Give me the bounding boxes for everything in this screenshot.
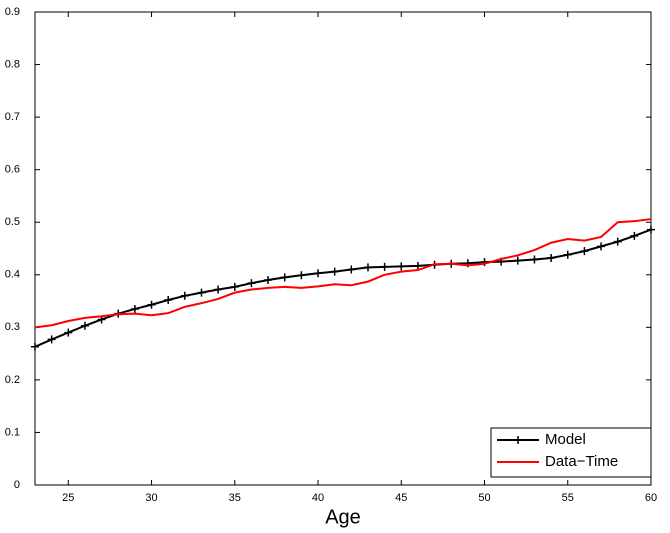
point-marker <box>597 242 606 251</box>
point-marker <box>247 279 256 288</box>
point-marker <box>380 262 389 271</box>
legend-label: Model <box>545 431 586 448</box>
point-marker <box>347 265 356 274</box>
point-marker <box>197 288 206 297</box>
x-tick-label: 30 <box>145 492 157 504</box>
point-marker <box>80 321 89 330</box>
x-tick-label: 55 <box>562 492 574 504</box>
point-marker <box>64 328 73 337</box>
point-marker <box>214 285 223 294</box>
legend-marker <box>514 436 522 444</box>
y-tick-label: 0.2 <box>5 374 20 386</box>
point-marker <box>580 247 589 256</box>
y-tick-label: 0.1 <box>5 426 20 438</box>
x-tick-label: 40 <box>312 492 324 504</box>
point-marker <box>280 273 289 282</box>
plot-area <box>34 11 652 486</box>
point-marker <box>147 300 156 309</box>
point-marker <box>630 231 639 240</box>
point-marker <box>563 250 572 259</box>
x-tick-label: 50 <box>478 492 490 504</box>
x-axis-label: Age <box>325 506 361 528</box>
point-marker <box>47 335 56 344</box>
y-tick-label: 0.7 <box>5 111 20 123</box>
y-tick-label: 0.4 <box>5 269 20 281</box>
point-marker <box>613 237 622 246</box>
y-tick-label: 0 <box>14 479 20 491</box>
x-tick-label: 35 <box>229 492 241 504</box>
point-marker <box>264 276 273 285</box>
point-marker <box>230 282 239 291</box>
point-marker <box>530 255 539 264</box>
x-tick-label: 25 <box>62 492 74 504</box>
y-tick-label: 0.8 <box>5 58 20 70</box>
point-marker <box>397 262 406 271</box>
point-marker <box>180 291 189 300</box>
point-marker <box>314 269 323 278</box>
x-tick-label: 60 <box>645 492 657 504</box>
point-marker <box>513 256 522 265</box>
legend-label: Data−Time <box>545 453 618 470</box>
point-marker <box>164 296 173 305</box>
point-marker <box>547 253 556 262</box>
series-line <box>34 218 652 329</box>
point-marker <box>363 263 372 272</box>
point-marker <box>330 267 339 276</box>
point-marker <box>647 225 655 234</box>
point-marker <box>297 271 306 280</box>
y-tick-label: 0.3 <box>5 321 20 333</box>
y-tick-label: 0.9 <box>5 6 20 18</box>
point-marker <box>413 261 422 270</box>
point-marker <box>130 304 139 313</box>
point-marker <box>31 342 39 351</box>
y-tick-label: 0.6 <box>5 164 20 176</box>
x-tick-label: 45 <box>395 492 407 504</box>
y-tick-label: 0.5 <box>5 216 20 228</box>
